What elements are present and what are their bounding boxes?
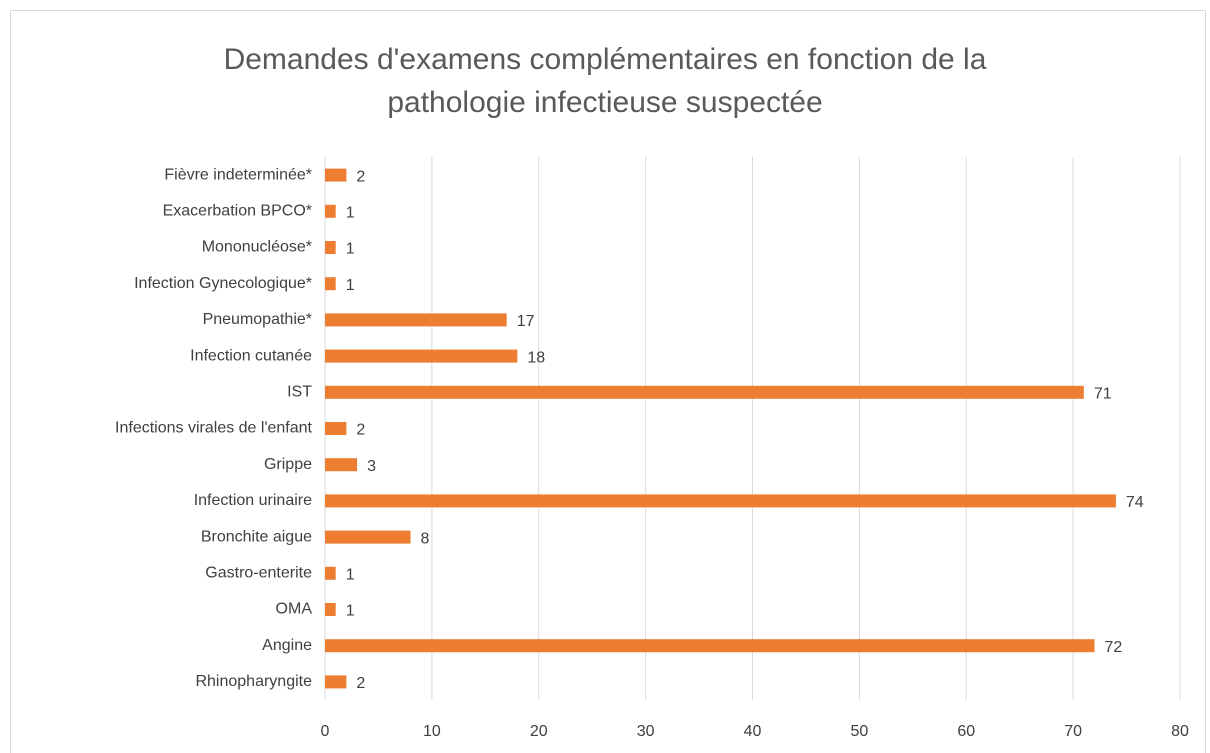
y-tick-label: OMA — [276, 601, 313, 618]
bar — [325, 639, 1095, 653]
x-tick-label: 0 — [321, 723, 330, 740]
y-tick-label: Angine — [262, 637, 312, 654]
data-label: 74 — [1126, 494, 1144, 511]
bar — [325, 241, 336, 254]
y-tick-label: Rhinopharyngite — [195, 673, 312, 690]
data-label: 17 — [517, 313, 535, 330]
bar — [325, 494, 1116, 508]
bar — [325, 458, 358, 472]
data-label: 2 — [356, 168, 365, 185]
y-tick-label: IST — [287, 384, 312, 401]
x-tick-label: 80 — [1171, 723, 1189, 740]
x-tick-label: 10 — [423, 723, 441, 740]
bar — [325, 566, 336, 580]
data-label: 1 — [346, 241, 355, 258]
data-label: 72 — [1105, 639, 1123, 656]
x-tick-label: 70 — [1064, 723, 1082, 740]
y-tick-label: Gastro-enterite — [205, 565, 312, 582]
y-tick-label: Fièvre indeterminée* — [164, 166, 312, 183]
chart-border — [10, 10, 1206, 753]
y-tick-label: Bronchite aigue — [201, 528, 312, 545]
data-label: 2 — [356, 675, 365, 692]
bar — [325, 313, 507, 327]
bar — [325, 385, 1084, 399]
x-tick-label: 30 — [637, 723, 655, 740]
data-label: 18 — [527, 349, 545, 366]
data-label: 2 — [356, 422, 365, 439]
bar — [325, 530, 411, 544]
y-tick-label: Mononucléose* — [202, 239, 312, 256]
y-tick-label: Exacerbation BPCO* — [163, 203, 312, 220]
chart-title: Demandes d'examens complémentaires en fo… — [223, 43, 987, 119]
y-tick-label: Grippe — [264, 456, 312, 473]
data-label: 8 — [421, 530, 430, 547]
data-label: 1 — [346, 603, 355, 620]
x-tick-label: 40 — [744, 723, 762, 740]
x-tick-label: 50 — [850, 723, 868, 740]
y-tick-label: Infection urinaire — [194, 492, 312, 509]
x-tick-label: 60 — [957, 723, 975, 740]
data-label: 3 — [367, 458, 376, 475]
bar — [325, 675, 347, 689]
bar — [325, 422, 347, 435]
bar — [325, 204, 336, 218]
bar — [325, 603, 336, 616]
y-tick-label: Infection Gynecologique* — [134, 275, 312, 292]
bar — [325, 277, 336, 291]
x-tick-label: 20 — [530, 723, 548, 740]
y-tick-label: Pneumopathie* — [203, 311, 312, 328]
data-label: 1 — [346, 567, 355, 584]
y-tick-label: Infections virales de l'enfant — [115, 420, 313, 437]
bar — [325, 168, 347, 182]
bar — [325, 349, 518, 363]
data-label: 1 — [346, 277, 355, 294]
data-label: 71 — [1094, 386, 1112, 403]
y-tick-label: Infection cutanée — [190, 347, 312, 364]
data-label: 1 — [346, 205, 355, 222]
